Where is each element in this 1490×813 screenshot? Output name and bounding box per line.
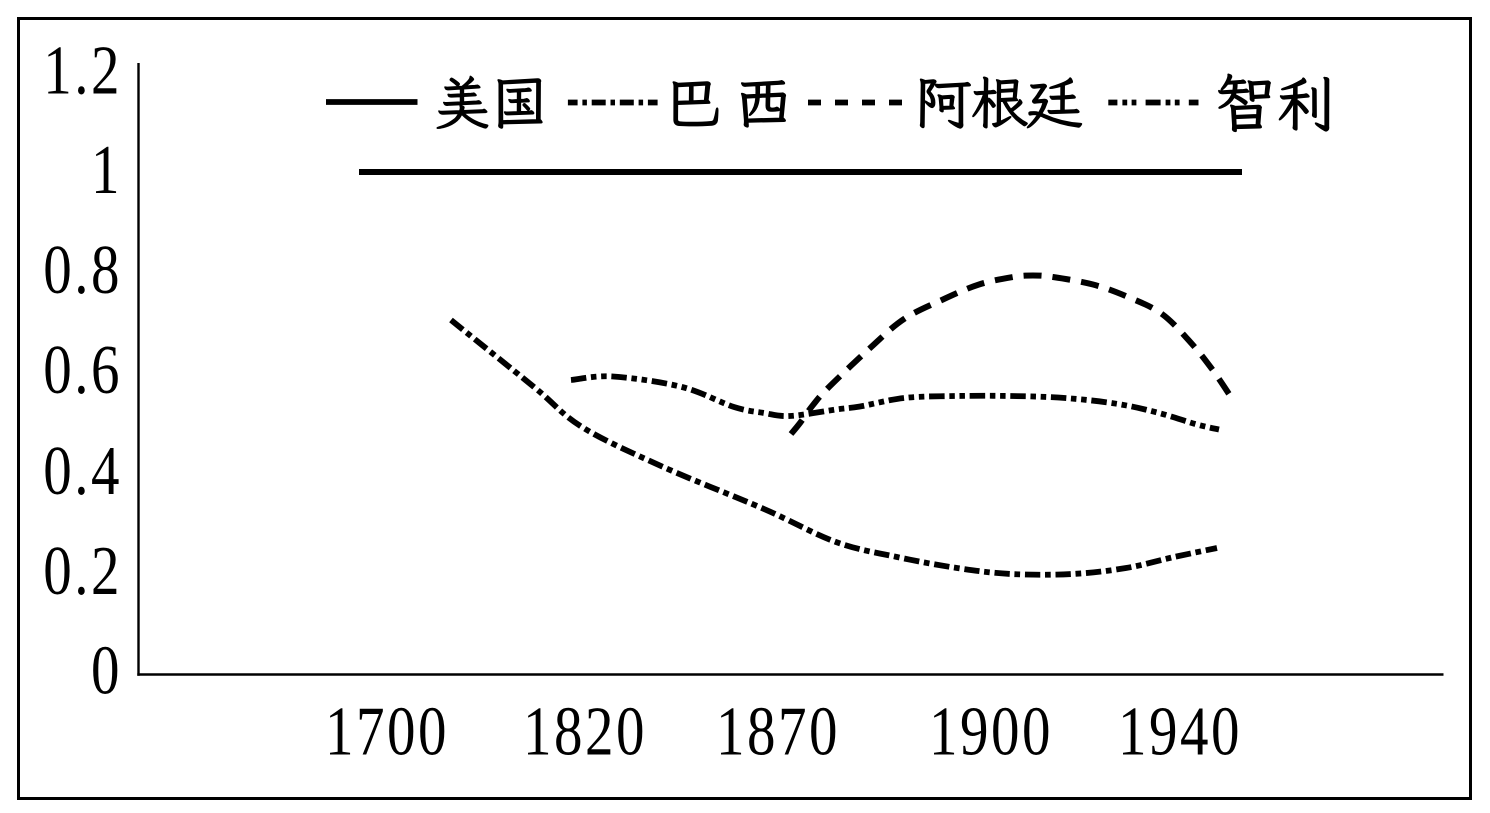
svg-text:0.8: 0.8 [43, 231, 122, 309]
svg-text:1.2: 1.2 [43, 31, 122, 109]
svg-text:1700: 1700 [325, 692, 449, 770]
svg-text:1: 1 [91, 131, 122, 209]
svg-text:1820: 1820 [523, 692, 647, 770]
svg-text:1940: 1940 [1118, 692, 1242, 770]
svg-text:0: 0 [91, 631, 122, 709]
svg-text:0.4: 0.4 [43, 432, 122, 510]
svg-text:0.6: 0.6 [43, 331, 122, 409]
svg-text:1900: 1900 [929, 692, 1053, 770]
svg-text:1870: 1870 [716, 692, 840, 770]
svg-text:0.2: 0.2 [43, 532, 122, 610]
